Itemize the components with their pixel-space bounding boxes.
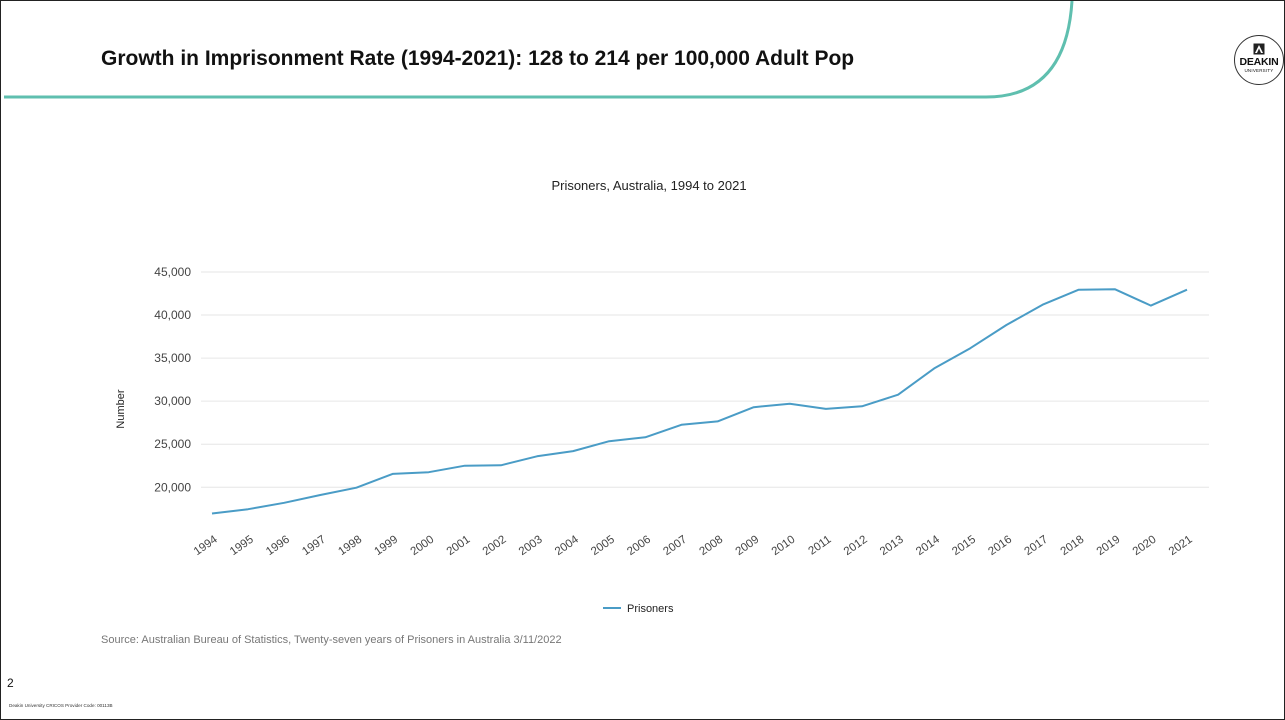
deakin-logo: DEAKIN UNIVERSITY <box>1234 35 1284 85</box>
y-tick-label: 45,000 <box>154 265 191 279</box>
slide-number: 2 <box>7 676 14 690</box>
y-tick-label: 30,000 <box>154 394 191 408</box>
x-tick-labels: 1994 1995 1996 1997 1998 1999 2000 2001 2002 2003… <box>192 533 1195 558</box>
x-tick-label: 2019 <box>1095 534 1123 559</box>
x-tick-label: 2016 <box>986 534 1014 559</box>
x-tick-label: 1994 <box>192 533 220 558</box>
legend: Prisoners <box>603 603 674 615</box>
x-tick-label: 2006 <box>625 534 653 559</box>
series-layer <box>211 288 1188 515</box>
y-tick-label: 35,000 <box>154 351 191 365</box>
x-tick-label: 2011 <box>806 534 833 558</box>
x-tick-label: 2002 <box>481 534 509 559</box>
source-note: Source: Australian Bureau of Statistics,… <box>101 634 562 646</box>
gridlines <box>201 271 1209 488</box>
y-tick-labels: 20,000 25,000 30,000 35,000 40,000 45,000 <box>154 265 191 494</box>
x-tick-label: 2015 <box>950 534 978 559</box>
logo-wordmark: DEAKIN <box>1239 56 1279 68</box>
x-tick-label: 2018 <box>1059 534 1087 559</box>
x-tick-label: 2009 <box>734 534 762 559</box>
x-tick-label: 1995 <box>228 534 256 559</box>
y-tick-label: 20,000 <box>154 480 191 494</box>
x-tick-label: 2017 <box>1022 534 1050 559</box>
logo-subtitle: UNIVERSITY <box>1244 68 1274 73</box>
deakin-crest-icon <box>1253 43 1265 55</box>
x-tick-label: 2013 <box>878 534 906 559</box>
x-tick-label: 2008 <box>697 534 725 559</box>
x-tick-label: 2005 <box>589 534 617 559</box>
y-tick-label: 40,000 <box>154 308 191 322</box>
cricos-footer: Deakin University CRICOS Provider Code: … <box>9 703 113 708</box>
y-axis-label: Number <box>115 389 127 428</box>
slide-title: Growth in Imprisonment Rate (1994-2021):… <box>101 47 855 70</box>
x-tick-label: 1996 <box>264 534 292 559</box>
x-tick-label: 2001 <box>445 534 473 559</box>
x-tick-label: 2003 <box>517 534 545 559</box>
x-tick-label: 2014 <box>914 533 942 558</box>
series-line-prisoners <box>211 288 1188 515</box>
x-tick-label: 2007 <box>661 534 689 559</box>
x-tick-label: 2012 <box>842 534 870 559</box>
x-tick-label: 2000 <box>409 534 437 559</box>
chart-title: Prisoners, Australia, 1994 to 2021 <box>551 178 746 193</box>
x-tick-label: 2010 <box>770 534 798 559</box>
x-tick-label: 1999 <box>372 534 400 559</box>
x-tick-label: 2020 <box>1131 534 1159 559</box>
header-accent-curve <box>4 1 1074 99</box>
x-tick-label: 2004 <box>553 533 581 558</box>
legend-label-prisoners: Prisoners <box>627 603 674 615</box>
x-tick-label: 2021 <box>1167 534 1195 559</box>
x-tick-label: 1997 <box>300 534 328 559</box>
x-tick-label: 1998 <box>336 534 364 559</box>
y-tick-label: 25,000 <box>154 437 191 451</box>
